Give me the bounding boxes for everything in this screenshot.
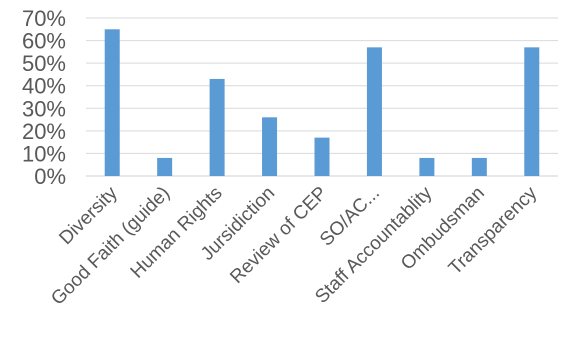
y-tick-label: 30% xyxy=(22,96,66,121)
bar-7 xyxy=(471,157,487,176)
y-tick-label: 40% xyxy=(22,74,66,99)
bar-4 xyxy=(314,137,330,176)
bar-2 xyxy=(209,78,225,176)
y-tick-label: 50% xyxy=(22,51,66,76)
bar-1 xyxy=(157,157,173,176)
y-axis-tick-labels: 0%10%20%30%40%50%60%70% xyxy=(22,6,66,189)
x-category-label: Human Rights xyxy=(127,183,227,283)
y-tick-label: 0% xyxy=(34,164,66,189)
y-tick-label: 10% xyxy=(22,141,66,166)
y-tick-label: 60% xyxy=(22,29,66,54)
bar-0 xyxy=(104,29,120,176)
y-tick-label: 20% xyxy=(22,119,66,144)
bar-6 xyxy=(419,157,435,176)
bar-3 xyxy=(262,117,278,176)
y-tick-label: 70% xyxy=(22,6,66,31)
bar-5 xyxy=(366,47,382,176)
bars xyxy=(104,29,540,176)
bar-8 xyxy=(524,47,540,176)
